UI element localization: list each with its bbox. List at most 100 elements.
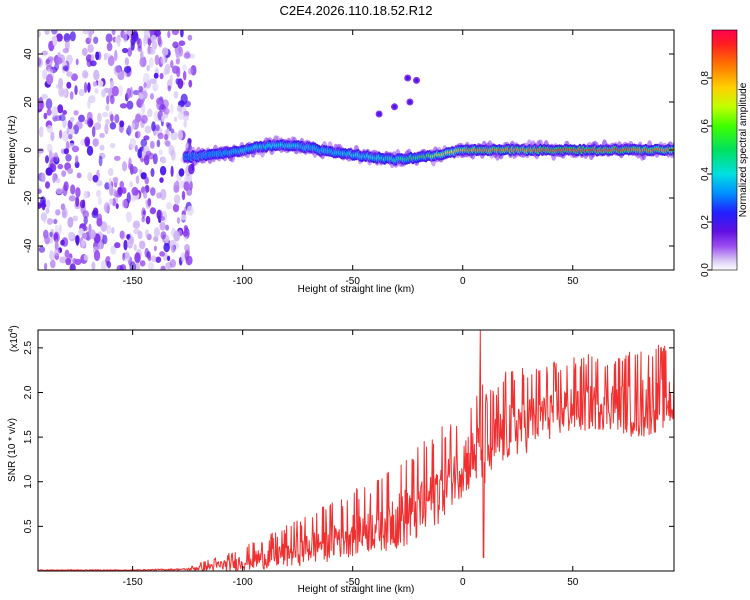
noise-speck <box>116 37 121 48</box>
noise-speck <box>44 234 51 245</box>
noise-speck <box>115 203 119 210</box>
noise-speck <box>93 36 99 44</box>
noise-speck <box>111 188 117 197</box>
noise-speck <box>170 244 176 253</box>
noise-speck <box>153 245 157 252</box>
noise-speck <box>150 93 154 100</box>
noise-speck <box>184 250 190 261</box>
colorbar-tick-label: 0.8 <box>700 71 711 85</box>
noise-speck <box>173 184 180 193</box>
noise-speck <box>38 148 45 154</box>
noise-speck <box>126 87 132 99</box>
noise-speck <box>111 227 115 234</box>
noise-speck <box>74 258 82 266</box>
noise-speck <box>178 40 186 46</box>
noise-speck <box>121 187 127 194</box>
colorbar: 0.0 0.2 0.4 0.6 0.8 Normalized spectral ampl… <box>700 29 749 277</box>
noise-speck <box>89 229 96 240</box>
noise-speck <box>55 57 63 65</box>
noise-speck <box>95 51 100 61</box>
noise-speck <box>167 85 172 92</box>
noise-speck <box>78 114 85 123</box>
noise-speck <box>143 82 147 88</box>
noise-speck <box>81 240 86 248</box>
spectrogram-y-label: Frequency (Hz) <box>7 116 18 185</box>
noise-speck <box>170 60 174 69</box>
spectrogram-y-ticks: -40 -20 0 20 40 <box>23 48 674 253</box>
noise-speck <box>69 91 74 100</box>
noise-speck <box>126 100 134 110</box>
noise-speck <box>45 98 53 110</box>
noise-speck <box>184 100 192 108</box>
noise-speck <box>92 207 99 216</box>
noise-speck <box>175 58 180 65</box>
noise-speck <box>68 195 76 202</box>
noise-speck <box>67 167 73 175</box>
noise-speck <box>151 255 157 263</box>
noise-speck <box>45 167 53 176</box>
secondary-blob-core <box>405 76 410 80</box>
noise-speck <box>106 95 110 105</box>
noise-speck <box>54 241 59 251</box>
noise-speck <box>89 60 97 67</box>
noise-speck <box>59 129 63 139</box>
noise-speck <box>51 106 58 118</box>
noise-speck <box>91 126 96 138</box>
noise-speck <box>176 66 181 78</box>
snr-line <box>38 330 674 571</box>
noise-speck <box>145 150 152 157</box>
noise-speck <box>61 209 67 218</box>
noise-speck <box>57 163 64 170</box>
noise-speck <box>152 82 159 92</box>
noise-speck <box>133 244 137 251</box>
spectrogram-x-tick-label: -150 <box>123 276 143 287</box>
noise-speck <box>96 189 101 198</box>
noise-speck <box>112 176 119 183</box>
secondary-blob-core <box>377 112 382 116</box>
noise-speck <box>160 265 166 270</box>
noise-speck <box>81 69 89 79</box>
noise-speck <box>155 124 160 132</box>
noise-speck <box>69 116 75 123</box>
snr-x-label: Height of straight line (km) <box>298 584 415 595</box>
noise-speck <box>145 215 151 225</box>
noise-speck <box>64 249 70 258</box>
noise-speck <box>101 89 106 98</box>
noise-speck <box>176 217 181 224</box>
noise-speck <box>159 177 164 184</box>
noise-speck <box>47 68 54 75</box>
noise-speck <box>46 218 54 225</box>
noise-speck <box>66 71 73 77</box>
noise-speck <box>115 65 121 73</box>
noise-speck <box>137 148 142 159</box>
colorbar-gradient <box>712 30 737 270</box>
noise-speck <box>159 251 166 257</box>
noise-speck <box>45 155 49 164</box>
noise-speck <box>67 231 75 240</box>
noise-speck <box>159 165 167 176</box>
noise-speck <box>172 203 180 213</box>
spectrogram-panel: -150 -100 -50 0 50 -40 -20 0 20 40 Height of str… <box>7 29 675 295</box>
noise-speck <box>170 149 176 161</box>
noise-speck <box>153 72 159 79</box>
noise-speck <box>50 228 55 240</box>
noise-speck <box>41 93 48 100</box>
noise-speck <box>163 107 170 115</box>
noise-speck <box>75 155 79 164</box>
noise-speck <box>64 39 70 51</box>
noise-speck <box>183 120 187 128</box>
noise-speck <box>182 230 189 237</box>
noise-speck <box>160 54 167 65</box>
noise-speck <box>153 235 159 242</box>
secondary-blob-core <box>414 78 419 83</box>
noise-speck <box>166 201 172 210</box>
colorbar-tick-label: 0.2 <box>700 215 711 229</box>
noise-speck <box>122 47 129 54</box>
noise-speck <box>143 190 148 199</box>
noise-speck <box>147 254 152 262</box>
noise-speck <box>92 174 99 183</box>
noise-speck <box>71 145 80 153</box>
noise-speck <box>170 128 175 134</box>
noise-speck <box>69 263 76 270</box>
noise-speck <box>108 177 112 189</box>
